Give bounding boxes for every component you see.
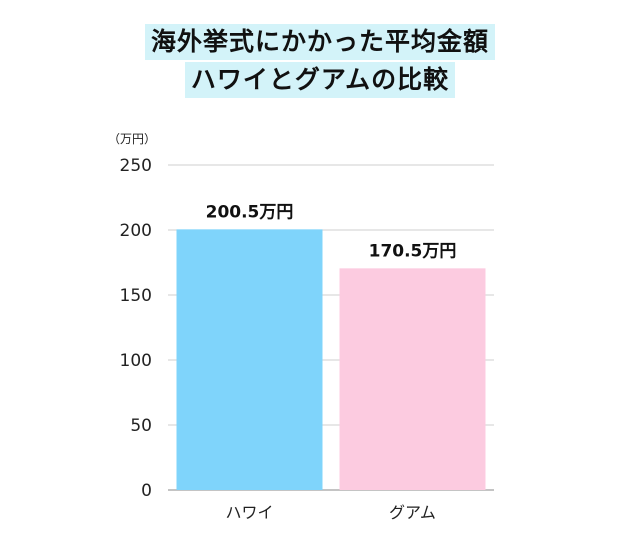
y-tick-label: 200 <box>120 221 152 241</box>
bar <box>339 268 486 490</box>
chart-title-line-2: ハワイとグアムの比較 <box>184 62 456 98</box>
y-tick-label: 50 <box>130 416 152 436</box>
bar-value-label: 170.5万円 <box>369 241 457 261</box>
y-axis-unit-label: （万円） <box>108 132 156 146</box>
y-tick-label: 150 <box>120 286 152 306</box>
x-category-label: ハワイ <box>225 503 273 522</box>
x-category-label: グアム <box>389 503 436 522</box>
y-tick-label: 250 <box>120 156 152 176</box>
y-tick-label: 100 <box>120 351 152 371</box>
chart-title-line-1: 海外挙式にかかった平均金額 <box>144 24 495 60</box>
bar-value-label: 200.5万円 <box>206 202 294 222</box>
bar <box>176 229 323 490</box>
y-tick-label: 0 <box>141 481 152 501</box>
chart-title: 海外挙式にかかった平均金額 ハワイとグアムの比較 <box>0 24 640 98</box>
